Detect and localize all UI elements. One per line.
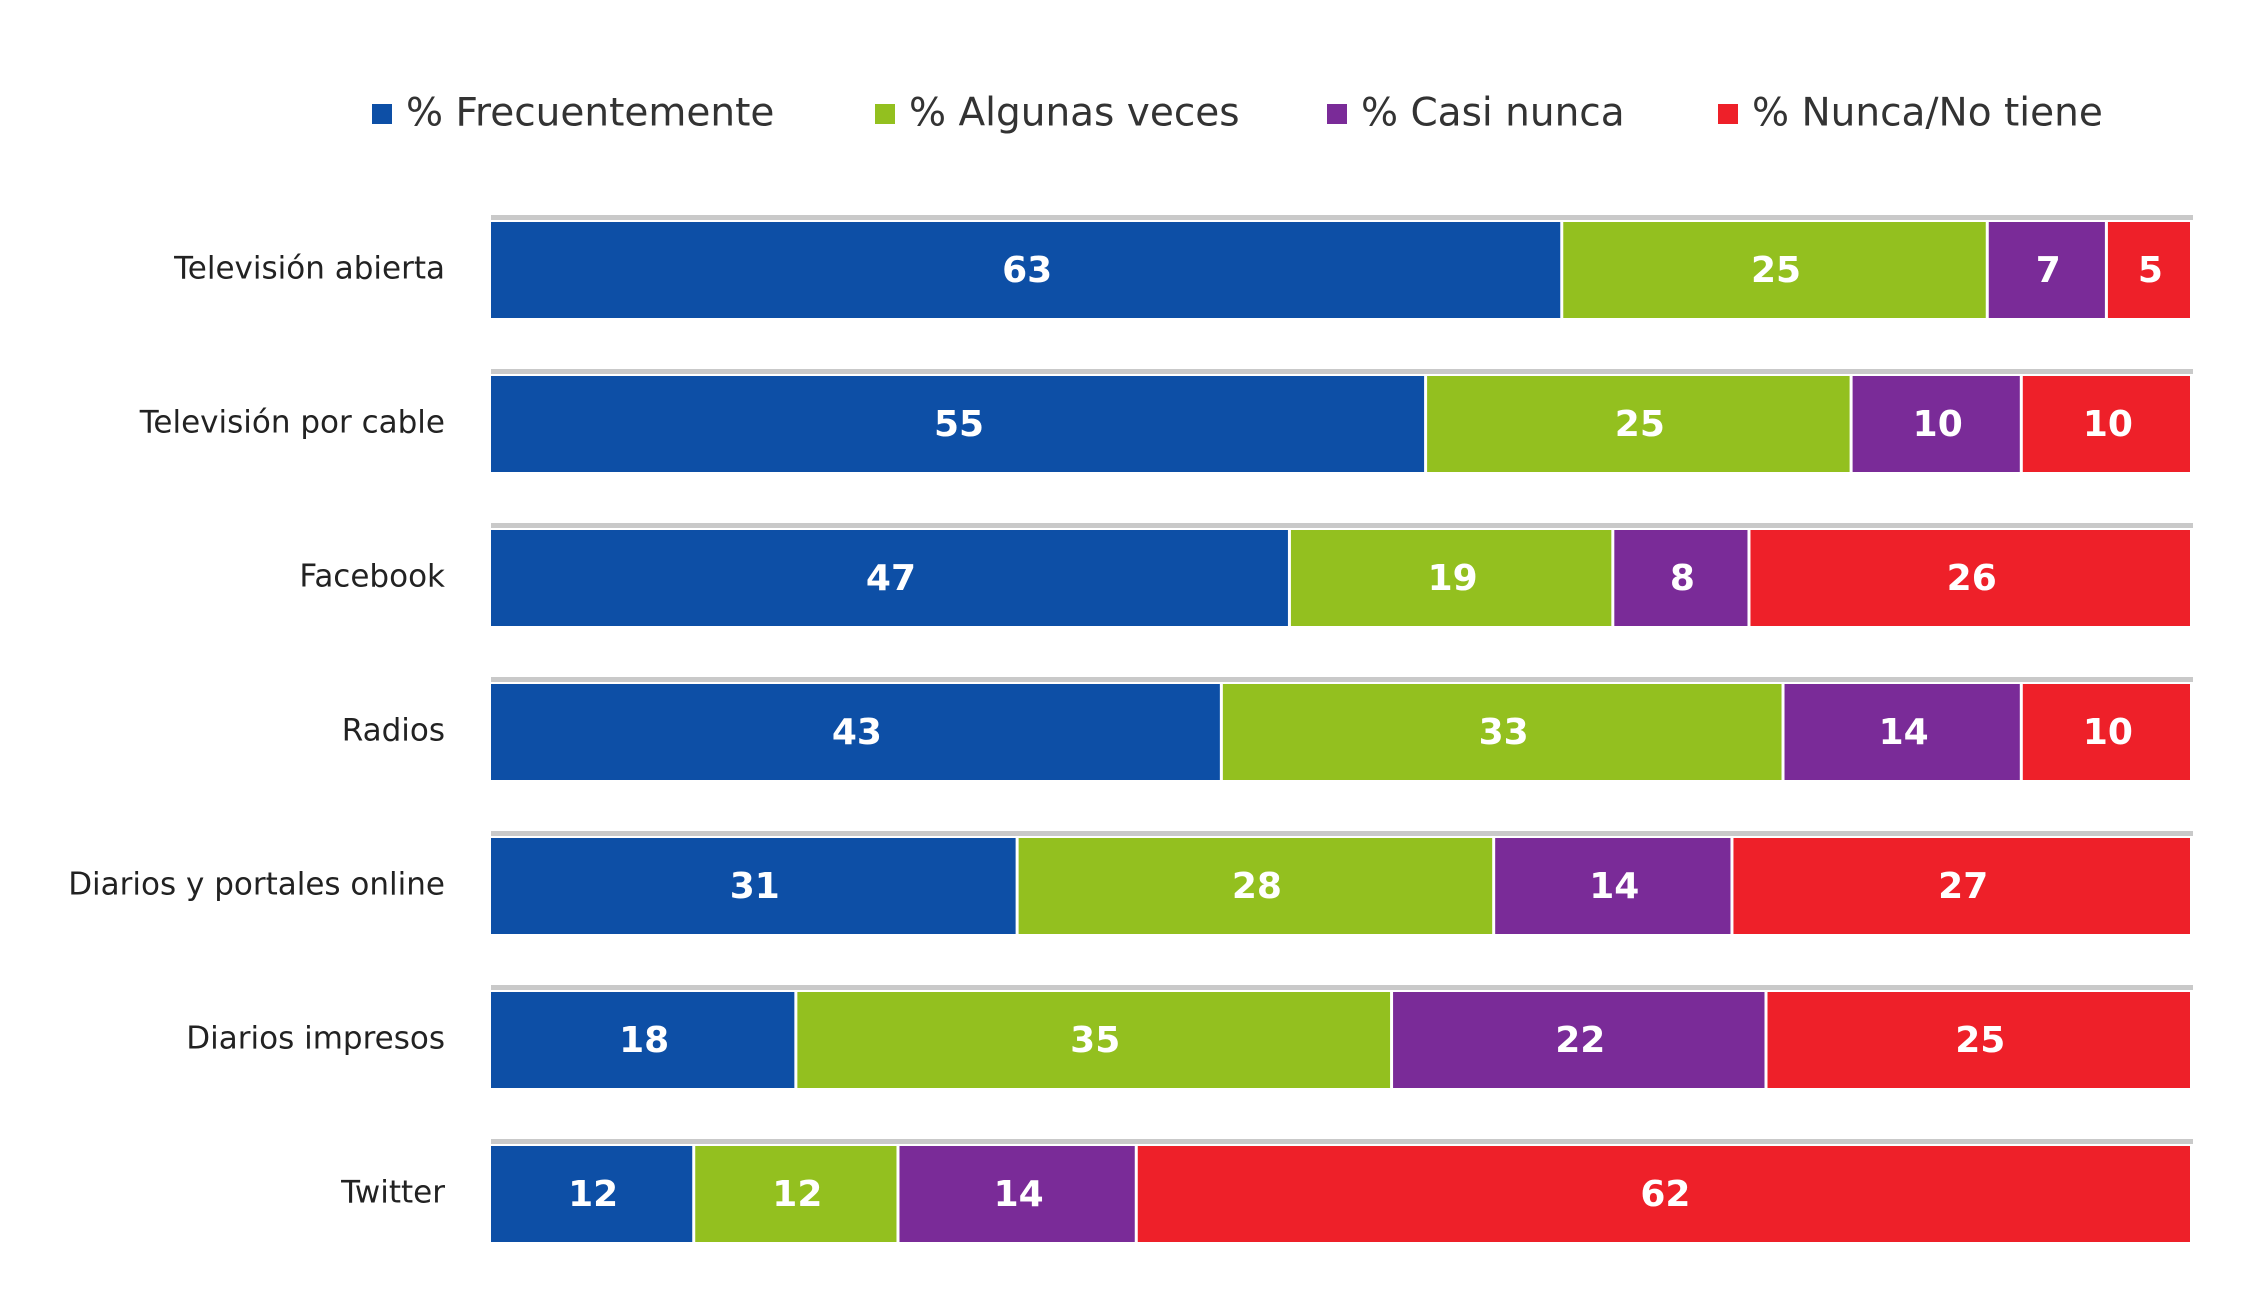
bar-segment [1733, 838, 2190, 934]
bar-segment [491, 838, 1016, 934]
category-label: Televisión abierta [173, 251, 445, 287]
bar-segment [1495, 838, 1731, 934]
value-label: 28 [1232, 866, 1282, 907]
bar-segment [491, 222, 1561, 318]
bar-segment [2022, 684, 2190, 780]
bar-segment [1427, 376, 1850, 472]
value-label: 8 [1670, 558, 1695, 599]
bar-segment [1614, 530, 1748, 626]
category-label: Twitter [340, 1175, 445, 1211]
value-label: 62 [1640, 1174, 1690, 1215]
legend-swatch [1327, 104, 1347, 124]
bar-segment [491, 376, 1425, 472]
value-label: 26 [1947, 558, 1997, 599]
bar-segment [1750, 530, 2190, 626]
value-label: 10 [2083, 404, 2133, 445]
category-label: Televisión por cable [139, 405, 445, 441]
category-label: Diarios y portales online [68, 867, 445, 903]
bar-segment [491, 684, 1220, 780]
bar-segment [1852, 376, 2020, 472]
category-label: Radios [342, 713, 445, 749]
legend-label: % Frecuentemente [406, 91, 774, 136]
value-label: 19 [1428, 558, 1478, 599]
bar-segment [2022, 376, 2190, 472]
value-label: 35 [1070, 1020, 1120, 1061]
bar-segment [491, 992, 795, 1088]
bar-segment [1222, 684, 1782, 780]
value-label: 27 [1938, 866, 1988, 907]
bar-segment [491, 530, 1288, 626]
value-label: 10 [1913, 404, 1963, 445]
bar-segment [491, 1146, 693, 1242]
bar-shadow [491, 985, 2193, 990]
bar-segment [1784, 684, 2020, 780]
legend-label: % Algunas veces [909, 91, 1240, 136]
legend-swatch [875, 104, 895, 124]
value-label: 10 [2083, 712, 2133, 753]
legend-swatch [1718, 104, 1738, 124]
legend-swatch [372, 104, 392, 124]
bar-segment [1563, 222, 1986, 318]
value-label: 47 [866, 558, 916, 599]
value-label: 63 [1002, 250, 1052, 291]
bar-segment [1137, 1146, 2190, 1242]
bar-shadow [491, 523, 2193, 528]
bar-shadow [491, 677, 2193, 682]
bar-segment [2107, 222, 2190, 318]
value-label: 14 [1589, 866, 1639, 907]
legend-label: % Nunca/No tiene [1752, 91, 2103, 136]
value-label: 14 [994, 1174, 1044, 1215]
bar-segment [1393, 992, 1765, 1088]
value-label: 31 [730, 866, 780, 907]
value-label: 12 [568, 1174, 618, 1215]
bar-shadow [491, 1139, 2193, 1144]
value-label: 33 [1479, 712, 1529, 753]
value-label: 14 [1879, 712, 1929, 753]
bar-segment [1988, 222, 2105, 318]
legend-label: % Casi nunca [1361, 91, 1625, 136]
value-label: 43 [832, 712, 882, 753]
value-label: 22 [1555, 1020, 1605, 1061]
bar-shadow [491, 369, 2193, 374]
bar-segment [695, 1146, 897, 1242]
bar-segment [899, 1146, 1135, 1242]
bar-shadow [491, 215, 2193, 220]
bar-segment [1018, 838, 1493, 934]
bar-shadow [491, 831, 2193, 836]
value-label: 25 [1615, 404, 1665, 445]
category-label: Facebook [299, 559, 445, 595]
value-label: 12 [772, 1174, 822, 1215]
value-label: 25 [1751, 250, 1801, 291]
bar-segment [797, 992, 1391, 1088]
bar-segment [1290, 530, 1612, 626]
value-label: 7 [2036, 250, 2061, 291]
category-label: Diarios impresos [186, 1021, 445, 1057]
value-label: 55 [934, 404, 984, 445]
value-label: 18 [619, 1020, 669, 1061]
bar-segment [1767, 992, 2190, 1088]
value-label: 5 [2138, 250, 2163, 291]
value-label: 25 [1955, 1020, 2005, 1061]
